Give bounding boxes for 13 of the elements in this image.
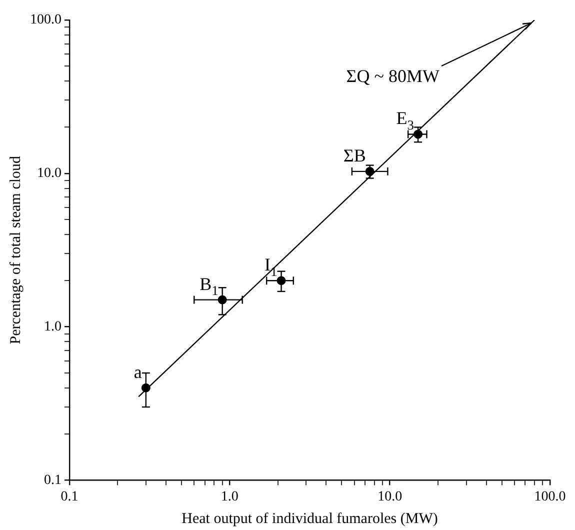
x-tick-label: 1.0 [220,489,238,504]
annotation: ΣB [343,145,366,166]
annotation: ΣQ ~ 80MW [346,66,440,86]
x-tick-label: 100.0 [534,489,566,504]
y-tick-label: 10.0 [37,166,62,182]
x-tick-label: 0.1 [60,489,78,504]
y-axis-title: Percentage of total steam cloud [8,155,24,344]
annotation: a [134,362,142,382]
y-tick-label: 0.1 [44,472,62,488]
y-tick-label: 1.0 [44,319,62,334]
x-axis-title: Heat output of individual fumaroles (MW) [182,510,438,527]
y-tick-label: 100.0 [30,12,62,28]
x-tick-label: 10.0 [378,489,402,504]
